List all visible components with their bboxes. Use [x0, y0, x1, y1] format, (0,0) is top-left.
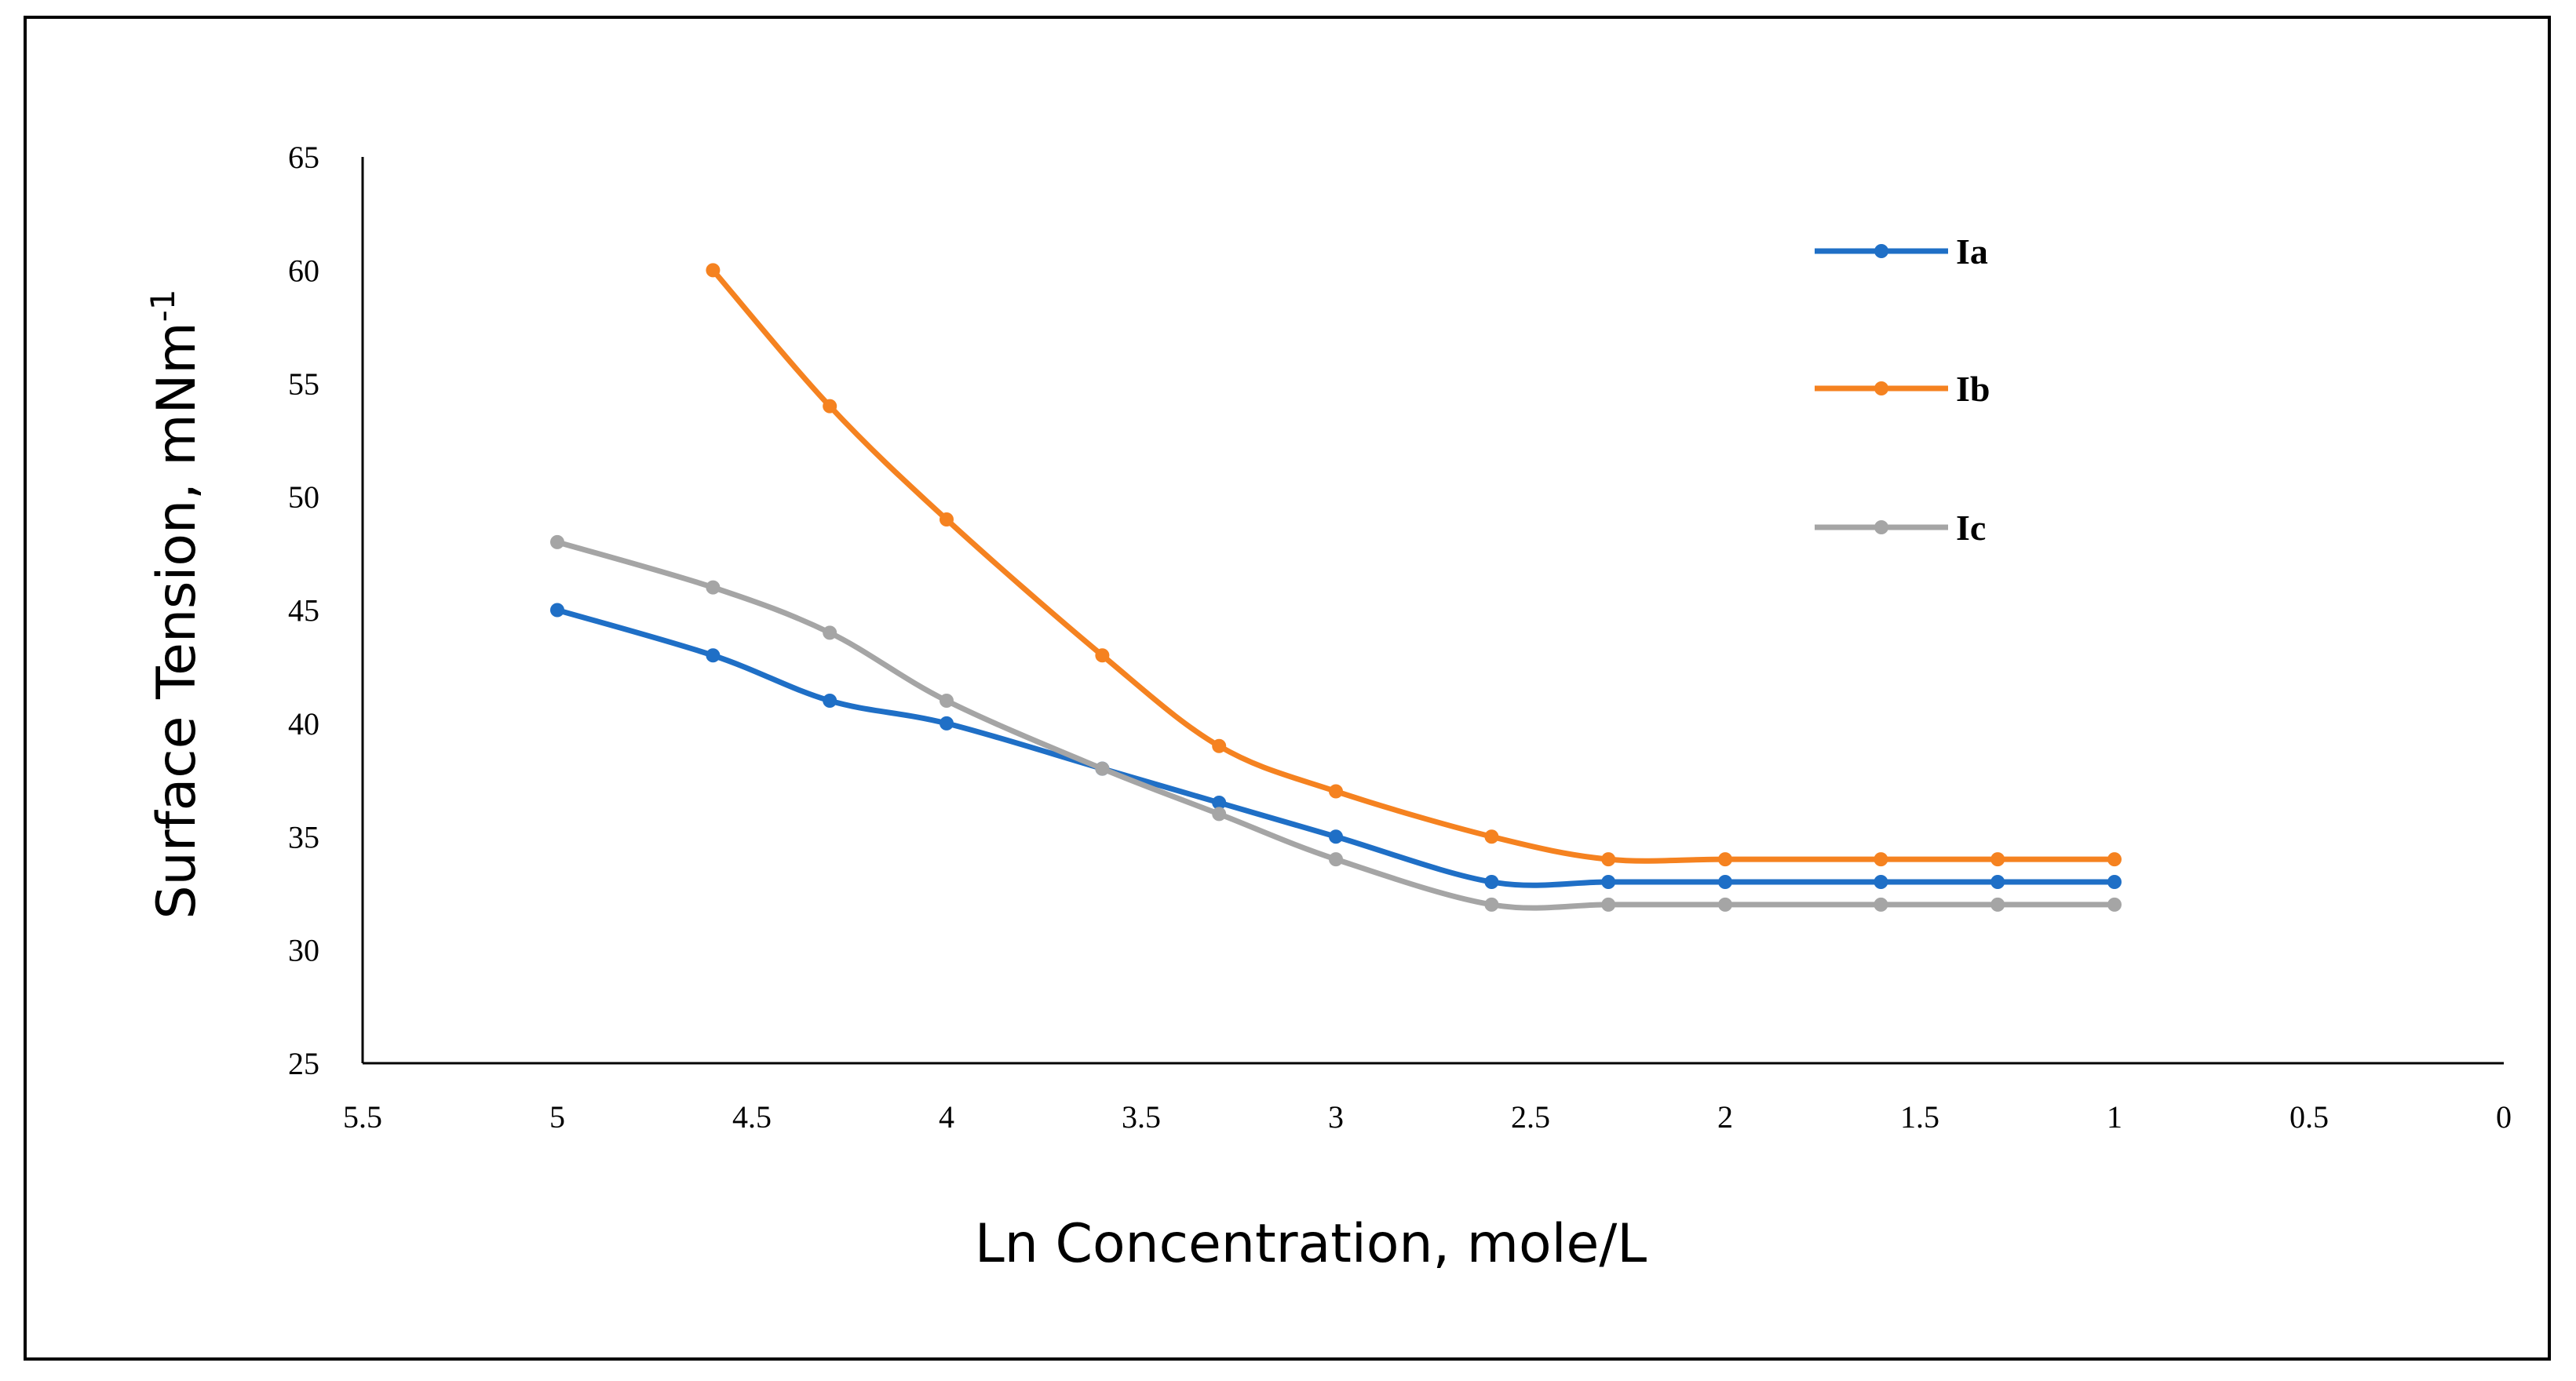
data-point-ic — [1718, 897, 1732, 912]
legend: Ia Ib Ic — [1815, 231, 1990, 548]
data-point-ic — [823, 625, 837, 640]
x-tick-label: 2 — [1717, 1099, 1733, 1135]
legend-item-ic: Ic — [1815, 508, 1986, 548]
legend-label-ib: Ib — [1956, 369, 1990, 409]
data-point-ib — [1484, 829, 1499, 844]
axes — [361, 157, 2504, 1065]
y-tick-label: 40 — [288, 706, 319, 742]
data-point-ic — [1484, 897, 1499, 912]
x-tick-label: 0.5 — [2290, 1099, 2329, 1135]
data-point-ic — [1329, 852, 1343, 867]
data-point-ic — [1095, 761, 1110, 776]
x-tick-label: 3.5 — [1122, 1099, 1161, 1135]
data-point-ic — [1874, 897, 1888, 912]
data-point-ic — [1212, 807, 1227, 822]
x-tick-label: 4.5 — [732, 1099, 772, 1135]
x-tick-label: 4 — [939, 1099, 954, 1135]
y-tick-label: 65 — [288, 140, 319, 175]
y-tick-label: 25 — [288, 1046, 319, 1081]
data-point-ia — [1212, 795, 1227, 810]
x-tick-label: 1.5 — [1900, 1099, 1939, 1135]
y-tick-label: 50 — [288, 479, 319, 515]
data-point-ia — [706, 648, 721, 663]
data-point-ia — [1484, 875, 1499, 889]
legend-item-ia: Ia — [1815, 231, 1988, 271]
data-point-ib — [1990, 852, 2005, 867]
data-point-ia — [1874, 875, 1888, 889]
legend-marker-ib — [1874, 381, 1888, 395]
y-axis-title-superscript: -1 — [144, 289, 182, 322]
series-ib — [706, 263, 2122, 867]
data-point-ic — [706, 580, 721, 595]
y-axis-title: Surface Tension, mNm-1 — [144, 289, 208, 919]
legend-item-ib: Ib — [1815, 369, 1990, 409]
data-point-ib — [1874, 852, 1888, 867]
data-point-ia — [940, 716, 954, 731]
x-tick-label: 3 — [1328, 1099, 1344, 1135]
data-point-ic — [2107, 897, 2122, 912]
chart-frame — [24, 16, 2551, 1361]
y-tick-labels: 25 30 35 40 45 50 55 60 65 — [288, 140, 319, 1081]
y-axis-title-main: Surface Tension, mNm — [146, 322, 208, 919]
data-point-ib — [1718, 852, 1732, 867]
data-point-ib — [1212, 738, 1227, 753]
x-tick-label: 5 — [549, 1099, 565, 1135]
legend-marker-ia — [1874, 244, 1888, 258]
series-line-ib — [710, 267, 2118, 864]
data-point-ib — [1601, 852, 1616, 867]
series-line-ia — [554, 607, 2118, 888]
data-point-ib — [1095, 648, 1110, 663]
x-tick-labels: 5.5 5 4.5 4 3.5 3 2.5 2 1.5 1 0.5 0 — [343, 1099, 2512, 1135]
data-point-ia — [1718, 875, 1732, 889]
legend-label-ia: Ia — [1956, 231, 1988, 271]
data-point-ib — [706, 263, 721, 278]
y-tick-label: 60 — [288, 253, 319, 288]
data-point-ib — [940, 512, 954, 527]
x-axis-title: Ln Concentration, mole/L — [975, 1213, 1647, 1275]
legend-marker-ic — [1874, 520, 1888, 534]
series-ic — [550, 534, 2122, 912]
data-point-ic — [1601, 897, 1616, 912]
data-point-ia — [1990, 875, 2005, 889]
data-point-ic — [1990, 897, 2005, 912]
y-tick-label: 35 — [288, 819, 319, 854]
data-point-ib — [1329, 784, 1343, 799]
data-point-ib — [2107, 852, 2122, 867]
data-point-ia — [823, 694, 837, 708]
x-tick-label: 1 — [2107, 1099, 2122, 1135]
x-tick-label: 0 — [2496, 1099, 2512, 1135]
data-point-ic — [550, 534, 564, 549]
x-tick-label: 2.5 — [1511, 1099, 1550, 1135]
series-layer — [550, 263, 2122, 912]
y-tick-label: 45 — [288, 593, 319, 629]
data-point-ia — [1329, 829, 1343, 844]
y-tick-label: 30 — [288, 933, 319, 968]
legend-label-ic: Ic — [1956, 508, 1986, 548]
data-point-ia — [1601, 875, 1616, 889]
y-tick-label: 55 — [288, 366, 319, 402]
data-point-ic — [940, 694, 954, 708]
x-tick-label: 5.5 — [343, 1099, 382, 1135]
data-point-ib — [823, 399, 837, 414]
series-ia — [550, 603, 2122, 889]
data-point-ia — [2107, 875, 2122, 889]
data-point-ia — [550, 603, 564, 618]
